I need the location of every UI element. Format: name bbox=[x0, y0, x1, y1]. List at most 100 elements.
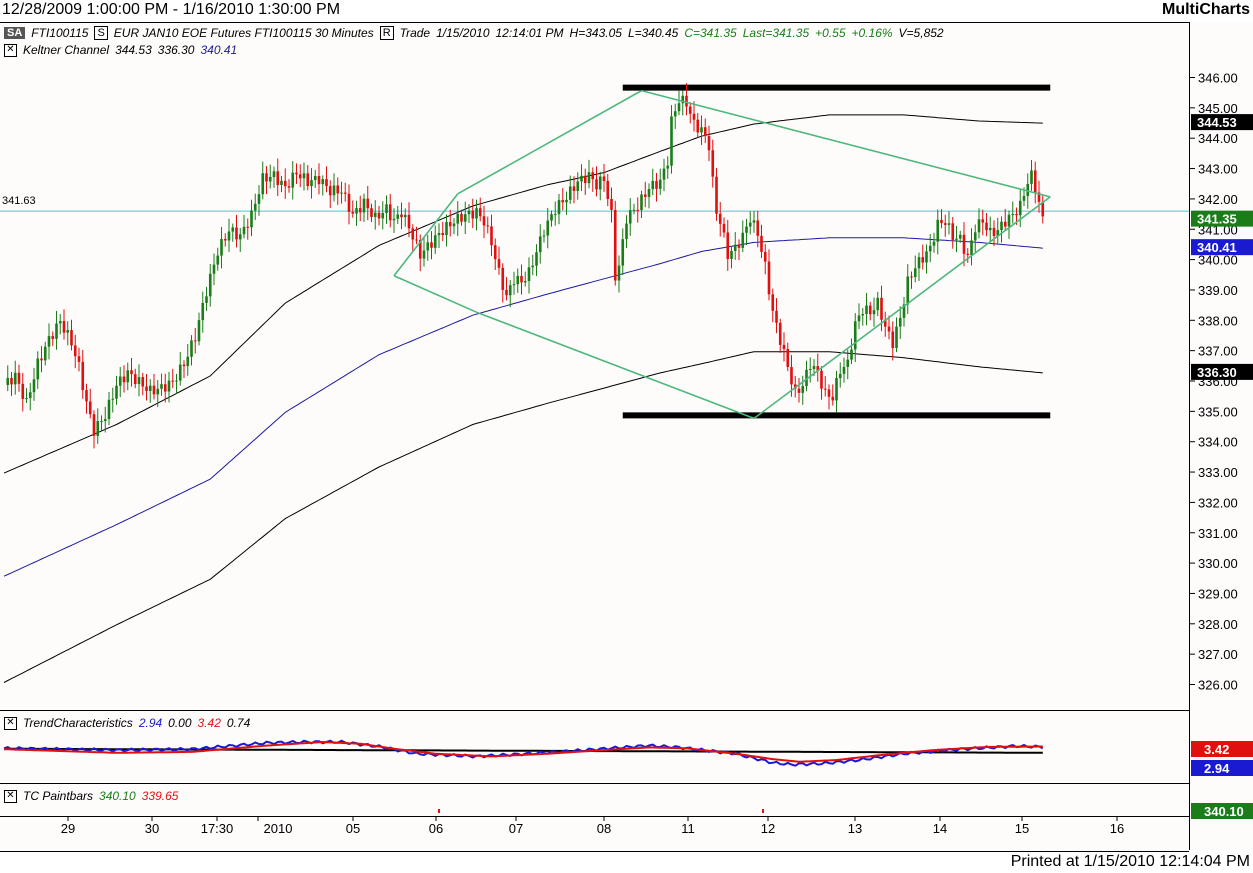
keltner-upper-tag: 344.53 bbox=[1197, 115, 1237, 130]
candle-body bbox=[662, 168, 666, 180]
y-tick-label: 343.00 bbox=[1198, 162, 1238, 177]
candle-body bbox=[655, 180, 658, 189]
candle-body bbox=[340, 192, 343, 194]
candle-body bbox=[977, 219, 981, 233]
trend-chart[interactable] bbox=[0, 711, 1189, 781]
quote-change-pct: +0.16% bbox=[851, 26, 893, 40]
candle-body bbox=[182, 364, 186, 367]
app-name: MultiCharts bbox=[1162, 1, 1250, 18]
price-axis[interactable]: 326.00 327.00 328.00 329.00 330.00 331.00 332.… bbox=[1189, 22, 1253, 850]
candle-body bbox=[898, 317, 902, 327]
time-axis-labels: 29 30 17:30 2010 05 06 07 08 11 12 13 14 15 16 bbox=[61, 817, 1124, 836]
candle-body bbox=[733, 244, 737, 251]
close-keltner-icon[interactable]: ✕ bbox=[4, 43, 17, 57]
candle-body bbox=[321, 179, 325, 185]
candle-body bbox=[313, 175, 317, 181]
candle-body bbox=[1007, 214, 1011, 227]
sa-badge[interactable]: SA bbox=[4, 27, 26, 39]
candle-body bbox=[51, 336, 55, 339]
candle-body bbox=[1037, 192, 1041, 202]
candle-body bbox=[295, 172, 298, 175]
candle-body bbox=[253, 203, 257, 211]
candle-body bbox=[947, 223, 951, 225]
y-tick-label: 345.00 bbox=[1198, 101, 1238, 116]
close-tc-icon[interactable]: ✕ bbox=[4, 789, 17, 803]
x-tick-label: 12 bbox=[761, 821, 775, 836]
candle-body bbox=[670, 116, 673, 166]
candle-body bbox=[115, 385, 118, 399]
price-chart[interactable] bbox=[0, 23, 1189, 709]
candle-body bbox=[118, 376, 122, 386]
candle-body bbox=[220, 238, 223, 256]
candle-body bbox=[467, 210, 471, 215]
candle-body bbox=[478, 208, 482, 217]
candle-body bbox=[760, 235, 763, 252]
candle-body bbox=[486, 225, 490, 227]
candle-body bbox=[381, 213, 385, 219]
candle-body bbox=[396, 214, 400, 219]
candle-body bbox=[1018, 200, 1022, 216]
tc-green-tag-bg bbox=[1191, 803, 1253, 819]
keltner-name: Keltner Channel bbox=[23, 43, 110, 57]
candle-body bbox=[145, 386, 148, 391]
candle-body bbox=[25, 398, 28, 400]
candle-body bbox=[92, 414, 96, 436]
candle-body bbox=[261, 173, 265, 195]
candle-body bbox=[966, 253, 970, 256]
candle-body bbox=[302, 173, 306, 179]
candle-body bbox=[996, 230, 1000, 236]
close-trend-icon[interactable]: ✕ bbox=[4, 716, 17, 730]
candle-body bbox=[958, 234, 962, 239]
candle-body bbox=[610, 199, 613, 210]
range-dropdown-button[interactable]: R bbox=[379, 26, 394, 40]
candle-body bbox=[167, 380, 171, 392]
candle-body bbox=[846, 359, 850, 367]
candle-body bbox=[246, 226, 250, 228]
price-panel[interactable]: SA FTI100115 S EUR JAN10 EOE Futures FTI… bbox=[0, 22, 1189, 709]
pattern-line bbox=[641, 89, 1051, 198]
candle-body bbox=[523, 280, 527, 283]
candle-body bbox=[21, 383, 25, 399]
candle-body bbox=[572, 186, 576, 191]
tc-panel[interactable]: ✕ TC Paintbars 340.10 339.65 bbox=[0, 783, 1189, 816]
candle-body bbox=[1003, 221, 1007, 227]
candle-body bbox=[955, 238, 958, 240]
candle-body bbox=[692, 113, 696, 120]
candle-body bbox=[358, 208, 362, 213]
candle-body bbox=[640, 194, 643, 211]
candle-body bbox=[651, 180, 655, 190]
y-tick-label: 331.00 bbox=[1198, 526, 1238, 541]
candle-body bbox=[272, 171, 276, 177]
keltner-lower-line bbox=[3, 351, 1043, 683]
candle-body bbox=[827, 389, 831, 397]
time-axis[interactable]: 29 30 17:30 2010 05 06 07 08 11 12 13 14 15 16 bbox=[0, 816, 1189, 852]
candle-body bbox=[516, 275, 520, 285]
candle-body bbox=[730, 250, 733, 259]
tc-legend: ✕ TC Paintbars 340.10 339.65 bbox=[4, 789, 178, 803]
candle-body bbox=[216, 255, 220, 265]
crosshair-price-label: 341.63 bbox=[2, 195, 36, 207]
candle-body bbox=[741, 232, 745, 248]
candle-body bbox=[812, 366, 816, 370]
candle-body bbox=[745, 226, 748, 233]
candle-body bbox=[880, 297, 883, 320]
candle-body bbox=[201, 302, 205, 321]
candle-body bbox=[801, 386, 805, 393]
pattern-line bbox=[393, 193, 459, 277]
candle-body bbox=[988, 227, 992, 231]
candle-body bbox=[362, 198, 366, 213]
trend-value-4: 0.74 bbox=[226, 716, 251, 730]
candle-body bbox=[752, 220, 756, 223]
candle-body bbox=[805, 369, 808, 387]
symbol-dropdown-button[interactable]: S bbox=[94, 26, 108, 40]
x-tick-label: 15 bbox=[1015, 821, 1029, 836]
pattern-line bbox=[476, 311, 755, 420]
candle-body bbox=[160, 384, 163, 389]
trend-value-2: 0.00 bbox=[168, 716, 192, 730]
candle-body bbox=[902, 304, 906, 318]
candle-body bbox=[718, 213, 722, 224]
trend-panel[interactable]: ✕ TrendCharacteristics 2.94 0.00 3.42 0.… bbox=[0, 710, 1189, 781]
y-tick-label: 337.00 bbox=[1198, 344, 1238, 359]
candle-body bbox=[205, 296, 208, 303]
candle-body bbox=[542, 235, 546, 237]
